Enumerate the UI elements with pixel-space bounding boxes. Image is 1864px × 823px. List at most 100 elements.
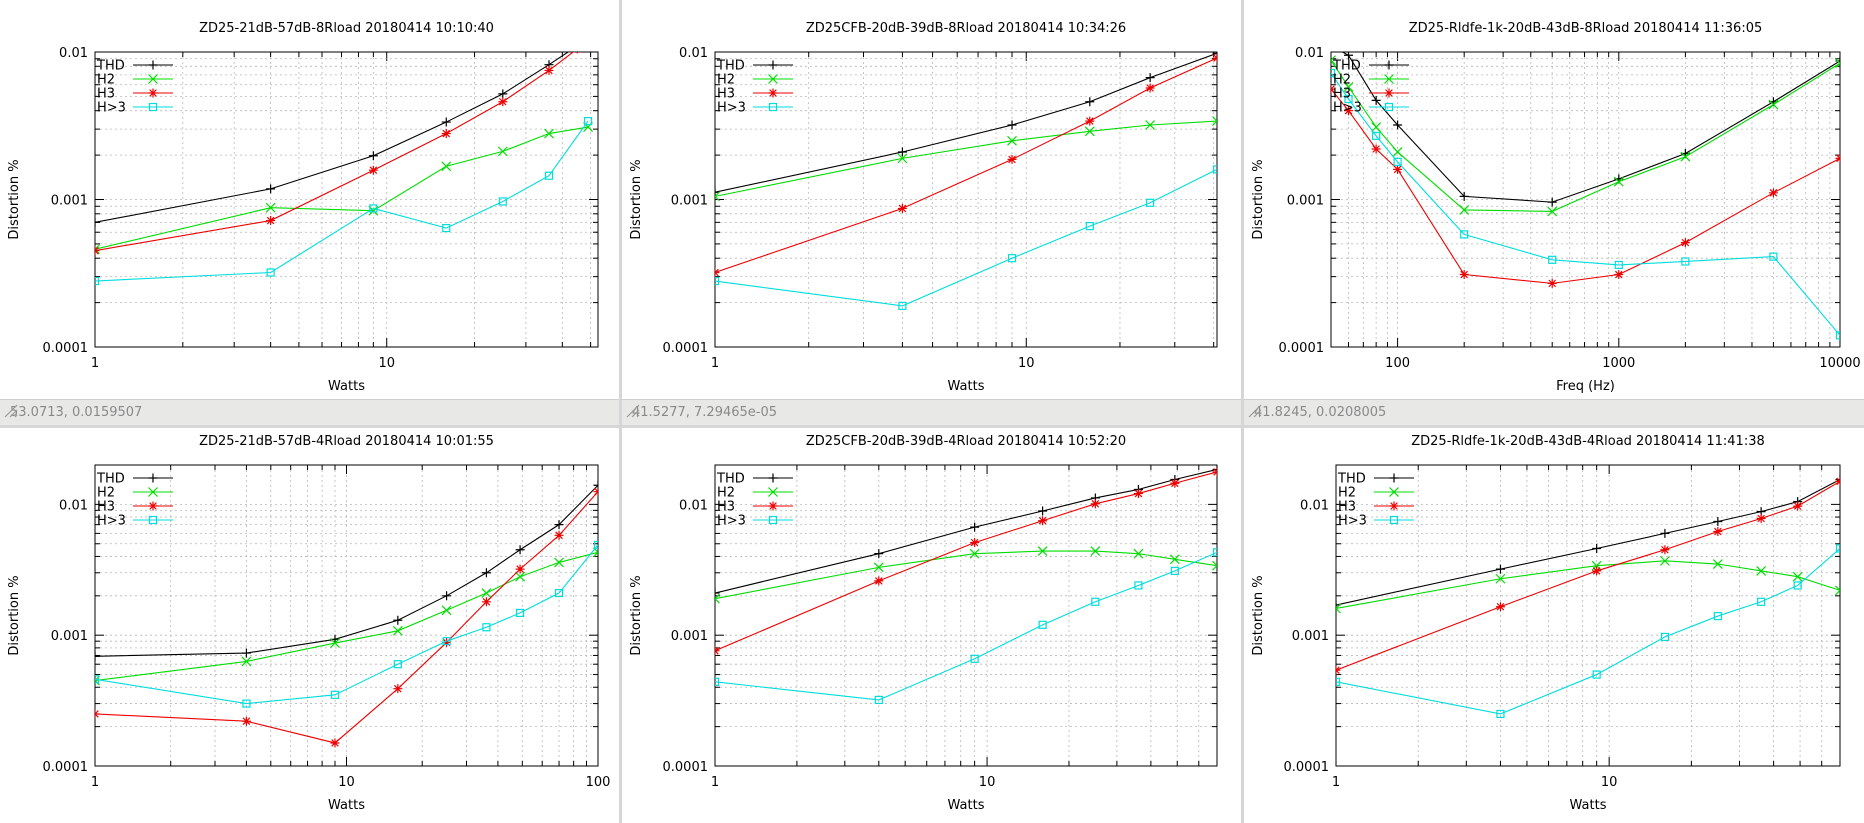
data-point-h2 (441, 605, 452, 616)
x-tick-label: 1 (711, 775, 719, 790)
plot-panel-4[interactable]: ZD25-21dB-57dB-4Rload 20180414 10:01:55 1… (0, 428, 619, 823)
data-point-h3 (1212, 53, 1217, 63)
data-point-thd (442, 591, 452, 601)
plot-frame (1335, 464, 1841, 767)
plot-panel-2[interactable]: ZD25CFB-20dB-39dB-8Rload 20180414 10:34:… (622, 0, 1241, 425)
distortion-chart: ZD25CFB-20dB-39dB-4Rload 20180414 10:52:… (629, 434, 1218, 813)
x-tick-label: 10 (1601, 775, 1618, 790)
data-point-thd (1393, 120, 1403, 130)
series-line-hgt3 (1336, 548, 1840, 715)
chart-title: ZD25CFB-20dB-39dB-8Rload 20180414 10:34:… (806, 21, 1126, 36)
data-point-h3 (1212, 467, 1217, 477)
data-point-hgt3 (1372, 131, 1381, 140)
legend-marker-hgt3 (1389, 515, 1399, 525)
x-tick-label: 1 (711, 356, 719, 371)
data-point-h2 (1212, 560, 1217, 571)
data-point-thd (1038, 506, 1048, 516)
data-point-hgt3 (1212, 548, 1217, 557)
data-point-h2 (1835, 58, 1840, 69)
y-tick-label: 0.01 (1300, 498, 1329, 513)
data-point-hgt3 (1681, 257, 1690, 266)
legend-marker-h2 (768, 74, 778, 84)
legend-marker-hgt3 (148, 102, 158, 112)
data-point-h3 (1680, 238, 1690, 248)
y-tick-label: 0.001 (51, 194, 88, 209)
series-line-hgt3 (715, 168, 1217, 307)
x-tick-label: 10000 (1819, 356, 1860, 371)
legend-label-h2: H2 (717, 73, 735, 88)
data-point-h3 (715, 646, 720, 656)
data-point-thd (1835, 474, 1840, 484)
legend-marker-h3 (768, 501, 778, 511)
series-group (715, 52, 1217, 310)
data-point-h2 (1343, 81, 1354, 92)
plot-panel-6[interactable]: ZD25-Rldfe-1k-20dB-43dB-4Rload 20180414 … (1244, 428, 1864, 823)
plot-panel-3[interactable]: ZD25-Rldfe-1k-20dB-43dB-8Rload 20180414 … (1244, 0, 1864, 425)
data-point-h2 (441, 161, 452, 172)
legend-marker-thd (1389, 473, 1399, 483)
data-point-h3 (1459, 270, 1469, 280)
data-point-h2 (1495, 573, 1506, 584)
data-point-h2 (1090, 546, 1101, 556)
y-tick-label: 0.0001 (43, 760, 89, 775)
data-point-thd (554, 520, 564, 530)
legend-label-hgt3: H>3 (97, 101, 126, 116)
plot-panel-1[interactable]: ZD25-21dB-57dB-8Rload 20180414 10:10:40 1… (0, 0, 619, 425)
series-group (95, 480, 598, 748)
legend-marker-h3 (1389, 501, 1399, 511)
x-tick-label: 10 (378, 356, 395, 371)
legend-marker-thd (148, 473, 158, 483)
data-point-h2 (1145, 120, 1156, 130)
x-tick-label: 100 (1385, 356, 1410, 371)
data-point-h2 (554, 557, 564, 568)
plot-panel-5[interactable]: ZD25CFB-20dB-39dB-4Rload 20180414 10:52:… (622, 428, 1241, 823)
y-axis-label: Distortion % (7, 575, 22, 655)
data-point-thd (1495, 564, 1505, 574)
resize-grip-icon[interactable] (0, 400, 18, 418)
distortion-chart: ZD25-Rldfe-1k-20dB-43dB-8Rload 20180414 … (1251, 21, 1861, 394)
x-tick-label: 10 (979, 775, 996, 790)
data-point-h3 (95, 709, 100, 719)
data-point-hgt3 (970, 654, 979, 663)
series-line-h2 (715, 550, 1217, 600)
legend-label-hgt3: H>3 (1338, 514, 1367, 529)
data-point-h2 (1371, 122, 1382, 132)
data-point-hgt3 (898, 301, 907, 310)
data-point-h3 (1133, 489, 1143, 499)
series-line-thd (715, 52, 1217, 193)
cursor-coordinates: 53.0713, 0.0159507 (10, 405, 143, 420)
data-point-thd (593, 480, 598, 490)
data-point-hgt3 (874, 695, 883, 705)
series-line-hgt3 (715, 551, 1217, 701)
data-point-thd (515, 545, 525, 555)
data-point-hgt3 (1769, 252, 1778, 261)
data-point-thd (1547, 197, 1557, 207)
x-axis-label: Watts (948, 379, 985, 394)
y-tick-label: 0.0001 (1279, 341, 1325, 356)
series-line-hgt3 (95, 544, 598, 705)
data-point-h2 (1037, 546, 1048, 556)
data-point-h3 (1547, 278, 1557, 288)
data-point-h3 (1371, 144, 1381, 154)
legend-marker-h2 (148, 487, 158, 497)
x-tick-label: 1 (91, 356, 99, 371)
chart-title: ZD25-Rldfe-1k-20dB-43dB-4Rload 20180414 … (1411, 434, 1765, 449)
legend-label-h2: H2 (97, 73, 115, 88)
data-point-hgt3 (482, 623, 491, 632)
legend-marker-h2 (1384, 74, 1394, 84)
data-point-h3 (970, 538, 980, 548)
resize-grip-icon[interactable] (1244, 400, 1262, 418)
data-point-thd (393, 615, 403, 625)
data-point-h3 (1713, 527, 1723, 537)
x-tick-label: 1 (1332, 775, 1340, 790)
y-tick-label: 0.001 (1287, 194, 1324, 209)
legend-marker-hgt3 (148, 515, 158, 525)
status-bar: 41.8245, 0.0208005 (1244, 399, 1864, 425)
data-point-h2 (1792, 571, 1803, 582)
resize-grip-icon[interactable] (622, 400, 640, 418)
data-point-h3 (1145, 83, 1155, 93)
data-point-h3 (368, 165, 378, 175)
data-point-h2 (1007, 135, 1017, 146)
data-point-h3 (515, 564, 525, 574)
